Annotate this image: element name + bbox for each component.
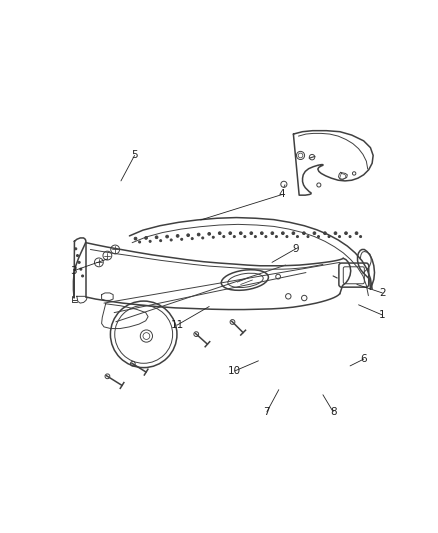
Circle shape: [159, 240, 162, 241]
Circle shape: [134, 237, 137, 240]
Text: 5: 5: [131, 150, 138, 160]
Circle shape: [155, 236, 158, 239]
Text: 8: 8: [330, 407, 336, 417]
Circle shape: [349, 236, 351, 238]
Circle shape: [149, 240, 151, 243]
Text: 4: 4: [279, 190, 286, 199]
Circle shape: [81, 275, 84, 277]
Circle shape: [297, 236, 298, 238]
Circle shape: [208, 232, 211, 235]
Circle shape: [339, 236, 341, 238]
Text: 9: 9: [293, 244, 299, 254]
Circle shape: [360, 236, 362, 238]
Circle shape: [355, 232, 358, 235]
Circle shape: [212, 236, 214, 238]
Circle shape: [240, 232, 242, 235]
Circle shape: [254, 236, 256, 238]
Circle shape: [271, 232, 274, 235]
Circle shape: [187, 234, 190, 237]
Circle shape: [166, 235, 169, 238]
Circle shape: [77, 255, 78, 256]
Text: 7: 7: [264, 407, 270, 417]
Circle shape: [328, 236, 330, 238]
Circle shape: [324, 232, 326, 235]
Circle shape: [181, 238, 183, 240]
Circle shape: [75, 248, 77, 250]
Circle shape: [176, 235, 179, 237]
Circle shape: [261, 232, 263, 235]
Circle shape: [229, 232, 232, 235]
Circle shape: [80, 268, 82, 270]
Text: 2: 2: [379, 288, 385, 298]
Text: 6: 6: [360, 354, 367, 364]
Circle shape: [233, 236, 235, 238]
Circle shape: [223, 236, 225, 238]
Circle shape: [345, 232, 347, 235]
Circle shape: [334, 232, 337, 235]
Circle shape: [307, 236, 309, 238]
Circle shape: [292, 232, 295, 235]
Circle shape: [191, 238, 193, 240]
Circle shape: [265, 236, 267, 238]
Circle shape: [197, 233, 200, 236]
Circle shape: [318, 236, 320, 238]
Circle shape: [250, 232, 253, 235]
Circle shape: [138, 241, 141, 243]
Circle shape: [219, 232, 221, 235]
Text: 11: 11: [170, 320, 184, 330]
Text: 1: 1: [379, 310, 385, 320]
Circle shape: [244, 236, 246, 238]
Circle shape: [276, 236, 277, 238]
Circle shape: [170, 239, 172, 241]
Text: 3: 3: [70, 266, 77, 276]
Circle shape: [286, 236, 288, 238]
Circle shape: [282, 232, 284, 235]
Circle shape: [145, 237, 148, 239]
Circle shape: [202, 237, 204, 239]
Circle shape: [78, 261, 80, 263]
Circle shape: [303, 232, 305, 235]
Text: 10: 10: [228, 366, 241, 376]
Circle shape: [313, 232, 316, 235]
